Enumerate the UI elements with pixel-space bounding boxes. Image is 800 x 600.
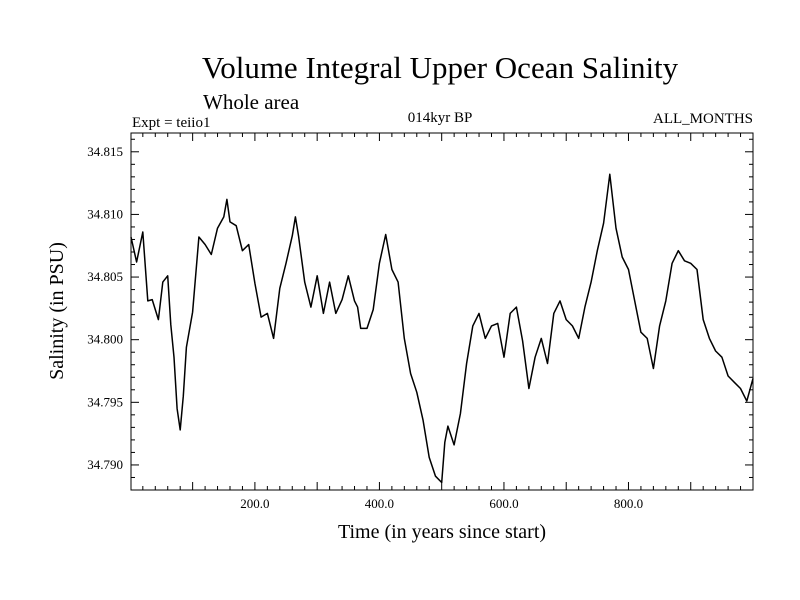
months-label: ALL_MONTHS bbox=[653, 111, 753, 127]
series-line bbox=[130, 173, 754, 484]
tick-labels: 200.0 400.0 600.0 800.0 34.790 34.795 34.800 34… bbox=[87, 144, 643, 511]
plot-frame bbox=[130, 132, 754, 491]
y-tick-label: 34.790 bbox=[87, 457, 123, 472]
y-tick-label: 34.810 bbox=[87, 206, 123, 221]
experiment-label: Expt = teiio1 bbox=[132, 115, 211, 131]
chart-title: Volume Integral Upper Ocean Salinity bbox=[201, 50, 679, 85]
y-tick-label: 34.805 bbox=[87, 269, 123, 284]
x-tick-label: 800.0 bbox=[614, 496, 643, 511]
chart-subtitle: Whole area bbox=[203, 90, 300, 114]
x-tick-label: 600.0 bbox=[489, 496, 518, 511]
y-tick-label: 34.795 bbox=[87, 394, 123, 409]
period-label: 014kyr BP bbox=[407, 110, 473, 126]
x-axis-label: Time (in years since start) bbox=[338, 521, 546, 543]
x-tick-label: 200.0 bbox=[240, 496, 269, 511]
x-tick-label: 400.0 bbox=[365, 496, 394, 511]
y-tick-label: 34.800 bbox=[87, 332, 123, 347]
axis-ticks bbox=[131, 133, 753, 490]
y-tick-label: 34.815 bbox=[87, 144, 123, 159]
y-axis-label: Salinity (in PSU) bbox=[46, 242, 68, 380]
